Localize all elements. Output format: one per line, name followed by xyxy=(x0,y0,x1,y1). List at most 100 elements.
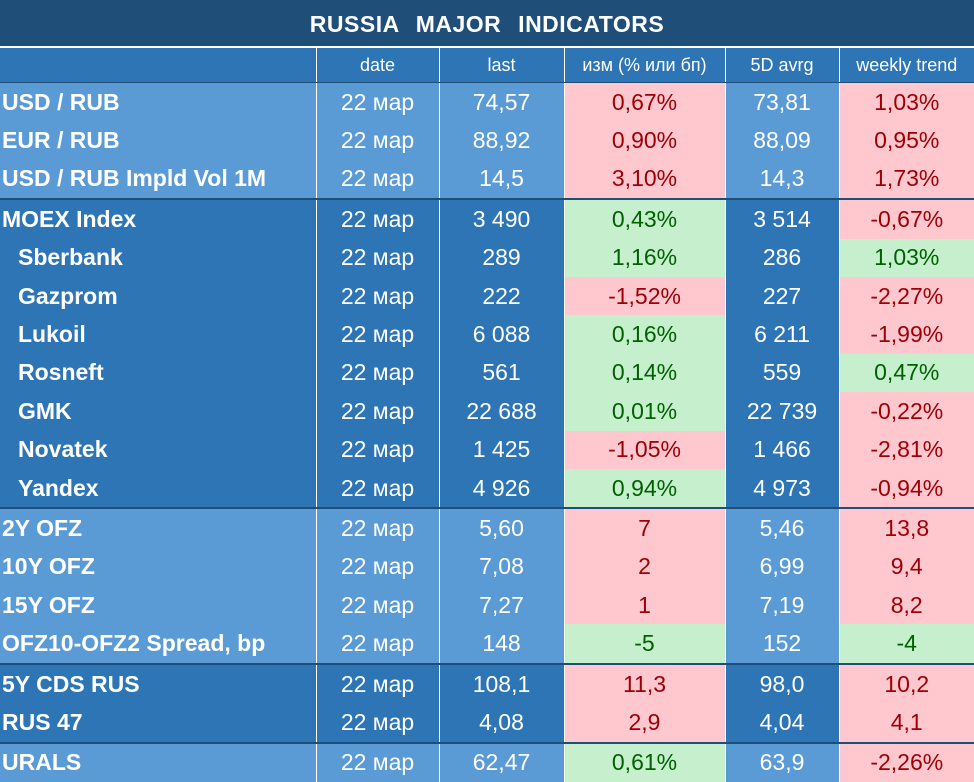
change-cell: 2 xyxy=(563,547,725,587)
change-cell: 7 xyxy=(563,507,725,548)
average-cell: 98,0 xyxy=(724,662,839,704)
indicator-name-cell: Lukoil xyxy=(0,315,316,354)
header-change: изм (% или бп) xyxy=(563,48,725,83)
trend-cell: 8,2 xyxy=(838,586,974,625)
date-cell: 22 мар xyxy=(315,121,439,160)
header-name xyxy=(0,48,316,83)
trend-cell: -2,27% xyxy=(838,276,974,316)
last-cell: 148 xyxy=(438,624,564,664)
last-cell: 222 xyxy=(438,276,564,316)
date-cell: 22 мар xyxy=(315,547,439,587)
table-row: URALS 22 мар 62,47 0,61% 63,9 -2,26% xyxy=(0,741,974,782)
table-row: GMK 22 мар 22 688 0,01% 22 739 -0,22% xyxy=(0,392,974,431)
change-cell: 0,90% xyxy=(563,121,725,160)
average-cell: 1 466 xyxy=(724,430,839,469)
average-cell: 73,81 xyxy=(724,82,839,122)
trend-cell: 0,95% xyxy=(838,121,974,160)
last-cell: 108,1 xyxy=(438,662,564,704)
indicator-name-cell: USD / RUB xyxy=(0,82,316,122)
date-cell: 22 мар xyxy=(315,741,439,782)
table-row: Gazprom 22 мар 222 -1,52% 227 -2,27% xyxy=(0,276,974,316)
indicators-table: date last изм (% или бп) 5D avrg weekly … xyxy=(0,48,974,782)
average-cell: 227 xyxy=(724,276,839,316)
change-cell: 2,9 xyxy=(563,703,725,743)
indicator-name-cell: GMK xyxy=(0,392,316,431)
last-cell: 5,60 xyxy=(438,507,564,548)
date-cell: 22 мар xyxy=(315,159,439,200)
header-date: date xyxy=(315,48,439,83)
trend-cell: 9,4 xyxy=(838,547,974,587)
trend-cell: -4 xyxy=(838,624,974,664)
table-row: Novatek 22 мар 1 425 -1,05% 1 466 -2,81% xyxy=(0,430,974,469)
table-row: Sberbank 22 мар 289 1,16% 286 1,03% xyxy=(0,238,974,277)
trend-cell: 0,47% xyxy=(838,353,974,393)
header-weekly-trend: weekly trend xyxy=(838,48,974,83)
indicator-name-cell: MOEX Index xyxy=(0,198,316,239)
date-cell: 22 мар xyxy=(315,624,439,664)
date-cell: 22 мар xyxy=(315,276,439,316)
table-row: 5Y CDS RUS 22 мар 108,1 11,3 98,0 10,2 xyxy=(0,662,974,704)
table-row: MOEX Index 22 мар 3 490 0,43% 3 514 -0,67% xyxy=(0,198,974,239)
last-cell: 7,08 xyxy=(438,547,564,587)
date-cell: 22 мар xyxy=(315,392,439,431)
indicator-name-cell: Sberbank xyxy=(0,238,316,277)
table-row: OFZ10-OFZ2 Spread, bp 22 мар 148 -5 152 -4 xyxy=(0,624,974,664)
table-row: Lukoil 22 мар 6 088 0,16% 6 211 -1,99% xyxy=(0,315,974,354)
change-cell: 11,3 xyxy=(563,662,725,704)
trend-cell: 4,1 xyxy=(838,703,974,743)
change-cell: 0,67% xyxy=(563,82,725,122)
trend-cell: 10,2 xyxy=(838,662,974,704)
table-row: RUS 47 22 мар 4,08 2,9 4,04 4,1 xyxy=(0,703,974,743)
change-cell: 0,01% xyxy=(563,392,725,431)
date-cell: 22 мар xyxy=(315,662,439,704)
table-row: 2Y OFZ 22 мар 5,60 7 5,46 13,8 xyxy=(0,507,974,548)
average-cell: 14,3 xyxy=(724,159,839,200)
average-cell: 4,04 xyxy=(724,703,839,743)
average-cell: 22 739 xyxy=(724,392,839,431)
indicator-name-cell: 15Y OFZ xyxy=(0,586,316,625)
trend-cell: 1,03% xyxy=(838,238,974,277)
date-cell: 22 мар xyxy=(315,430,439,469)
change-cell: -1,05% xyxy=(563,430,725,469)
date-cell: 22 мар xyxy=(315,468,439,509)
last-cell: 1 425 xyxy=(438,430,564,469)
header-5d-average: 5D avrg xyxy=(724,48,839,83)
indicator-name-cell: Rosneft xyxy=(0,353,316,393)
change-cell: 0,16% xyxy=(563,315,725,354)
trend-cell: 13,8 xyxy=(838,507,974,548)
indicator-name-cell: URALS xyxy=(0,741,316,782)
indicator-name-cell: Novatek xyxy=(0,430,316,469)
change-cell: 3,10% xyxy=(563,159,725,200)
date-cell: 22 мар xyxy=(315,315,439,354)
indicator-name-cell: USD / RUB Impld Vol 1M xyxy=(0,159,316,200)
average-cell: 6,99 xyxy=(724,547,839,587)
indicator-name-cell: 5Y CDS RUS xyxy=(0,662,316,704)
last-cell: 3 490 xyxy=(438,198,564,239)
change-cell: 0,43% xyxy=(563,198,725,239)
date-cell: 22 мар xyxy=(315,507,439,548)
indicator-name-cell: RUS 47 xyxy=(0,703,316,743)
table-row: USD / RUB Impld Vol 1M 22 мар 14,5 3,10% 14,… xyxy=(0,159,974,200)
average-cell: 7,19 xyxy=(724,586,839,625)
indicator-name-cell: Gazprom xyxy=(0,276,316,316)
trend-cell: 1,03% xyxy=(838,82,974,122)
average-cell: 152 xyxy=(724,624,839,664)
last-cell: 561 xyxy=(438,353,564,393)
last-cell: 4,08 xyxy=(438,703,564,743)
date-cell: 22 мар xyxy=(315,238,439,277)
last-cell: 22 688 xyxy=(438,392,564,431)
average-cell: 6 211 xyxy=(724,315,839,354)
change-cell: -1,52% xyxy=(563,276,725,316)
last-cell: 7,27 xyxy=(438,586,564,625)
header-row: date last изм (% или бп) 5D avrg weekly … xyxy=(0,48,974,83)
page-title: RUSSIA MAJOR INDICATORS xyxy=(0,0,974,48)
date-cell: 22 мар xyxy=(315,198,439,239)
header-last: last xyxy=(438,48,564,83)
change-cell: 0,94% xyxy=(563,468,725,509)
last-cell: 62,47 xyxy=(438,741,564,782)
trend-cell: -2,26% xyxy=(838,741,974,782)
trend-cell: -2,81% xyxy=(838,430,974,469)
average-cell: 63,9 xyxy=(724,741,839,782)
trend-cell: -0,22% xyxy=(838,392,974,431)
average-cell: 286 xyxy=(724,238,839,277)
